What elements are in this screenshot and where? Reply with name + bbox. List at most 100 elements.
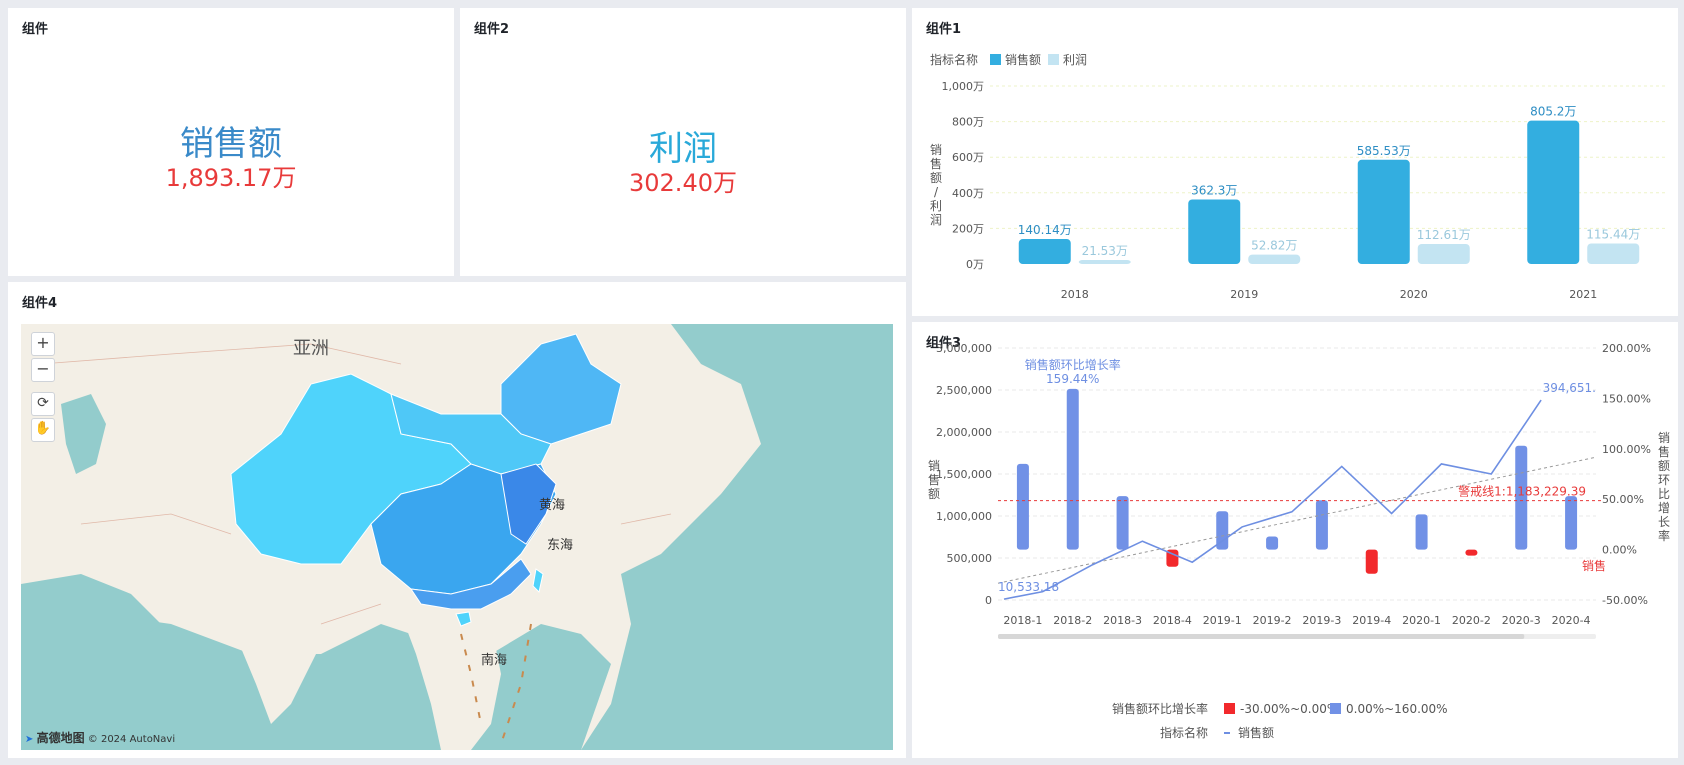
y-left-label-char: 额: [928, 487, 940, 501]
card-title: 组件: [22, 22, 49, 37]
y-right-label-char: 率: [1658, 528, 1670, 543]
growth-bar: [1266, 536, 1279, 550]
y-right-tick-label: 0.00%: [1602, 544, 1637, 557]
x-tick-label: 2020-3: [1502, 614, 1541, 627]
card-title: 组件3: [926, 336, 962, 351]
map-attribution: ➤ 高德地图 © 2024 AutoNavi: [25, 729, 175, 746]
x-tick-label: 2019-4: [1352, 614, 1391, 627]
y-right-label-char: 比: [1658, 487, 1670, 501]
peak-data-label: 159.44%: [1046, 372, 1099, 386]
bar: [1018, 239, 1071, 264]
growth-bar: [1216, 511, 1229, 550]
hainan-island: [455, 611, 472, 627]
y-axis-label-char: 销: [930, 143, 942, 157]
legend-item: -30.00%~0.00%: [1240, 702, 1338, 716]
growth-bar: [1066, 388, 1079, 550]
bar: [1188, 199, 1241, 264]
card-title: 组件2: [474, 22, 510, 37]
data-label: 140.14万: [1018, 223, 1072, 237]
y-left-tick-label: 3,000,000: [936, 342, 992, 355]
y-right-tick-label: 200.00%: [1602, 342, 1651, 355]
combo-chart: 0 500,000 1,000,000 1,500,000 2,000,000 2,500…: [928, 342, 1670, 740]
legend-title: 销售额环比增长率: [1112, 701, 1208, 716]
indochina-landmass: [401, 604, 501, 750]
y-axis-label-char: 售: [930, 156, 942, 171]
legend-metric-title: 指标名称: [1160, 725, 1208, 740]
bar-chart-card: 组件1 指标名称 销售额 利润 0万 200万 400万 600万 800万 1,000万销售额…: [912, 8, 1678, 316]
x-tick-label: 2019-1: [1203, 614, 1242, 627]
y-tick-label: 1,000万: [942, 80, 985, 93]
y-right-tick-label: 50.00%: [1602, 493, 1644, 506]
y-left-tick-label: 2,000,000: [936, 426, 992, 439]
china-east-coast: [500, 463, 557, 545]
growth-bar: [1465, 549, 1478, 556]
y-axis-label-char: /: [934, 185, 939, 199]
x-tick-label: 2020-1: [1402, 614, 1441, 627]
korea-landmass: [581, 444, 621, 524]
y-right-tick-label: 100.00%: [1602, 443, 1651, 456]
growth-bar: [1565, 496, 1578, 550]
zoom-in-button[interactable]: +: [31, 332, 55, 356]
combo-chart-card: 组件3 0 500,000 1,000,000 1,500,000 2,000,000 2…: [912, 322, 1678, 758]
data-label: 52.82万: [1251, 239, 1297, 253]
legend-swatch: [1224, 703, 1235, 714]
bar: [1417, 243, 1470, 264]
x-tick-label: 2021: [1569, 288, 1597, 301]
map-view[interactable]: 亚洲 黄海 东海 南海 + − ⟳ ✋ ➤ 高德地图 © 2024 AutoNa…: [21, 324, 893, 750]
nine-dash-line: [460, 623, 532, 745]
map-card: 组件4 亚洲 黄海 东海 南海 +: [8, 282, 906, 758]
x-tick-label: 2018-4: [1153, 614, 1192, 627]
legend-metric-item: 销售额: [1238, 725, 1274, 740]
y-axis-label-char: 润: [930, 213, 942, 227]
y-tick-label: 800万: [952, 116, 984, 129]
growth-bar: [1415, 514, 1428, 550]
y-tick-label: 600万: [952, 151, 984, 164]
bar: [1078, 260, 1131, 264]
growth-bar: [1365, 549, 1378, 574]
y-right-label-char: 环: [1658, 473, 1670, 487]
x-tick-label: 2019: [1230, 288, 1258, 301]
legend-swatch: [1048, 54, 1059, 65]
trend-line: [997, 456, 1597, 584]
legend-title: 指标名称: [930, 52, 978, 67]
data-label: 805.2万: [1530, 105, 1576, 119]
bay-of-bengal: [21, 574, 161, 654]
growth-bar: [1515, 445, 1528, 550]
growth-bar: [1315, 500, 1328, 550]
line-last-label: 394,651.: [1543, 381, 1596, 395]
sales-line: [1003, 399, 1542, 600]
bar: [1248, 254, 1301, 264]
x-tick-label: 2018-3: [1103, 614, 1142, 627]
pan-hand-icon[interactable]: ✋: [31, 418, 55, 442]
legend-item: 销售额: [1005, 52, 1041, 67]
data-label: 21.53万: [1082, 244, 1128, 258]
y-left-label-char: 售: [928, 472, 940, 487]
zoom-out-button[interactable]: −: [31, 358, 55, 382]
legend-swatch: [990, 54, 1001, 65]
kpi-value: 302.40万: [629, 169, 737, 197]
map-label-south-sea: 南海: [481, 653, 508, 668]
china-south: [409, 558, 532, 610]
bar: [1357, 159, 1410, 264]
bar: [1527, 120, 1580, 264]
legend-item: 利润: [1063, 53, 1087, 67]
amap-logo-icon: ➤: [25, 734, 34, 745]
y-axis-label-char: 利: [930, 199, 942, 213]
y-left-tick-label: 1,000,000: [936, 510, 992, 523]
x-tick-label: 2020-2: [1452, 614, 1491, 627]
map-label-asia: 亚洲: [293, 338, 329, 359]
x-tick-label: 2019-3: [1302, 614, 1341, 627]
caspian-sea: [61, 394, 106, 474]
x-tick-label: 2018-2: [1053, 614, 1092, 627]
data-label: 112.61万: [1417, 228, 1471, 242]
rotate-icon[interactable]: ⟳: [31, 392, 55, 416]
series-name-label: 销售额环比增长率: [1025, 357, 1121, 372]
pacific-ocean: [581, 324, 893, 750]
kpi-label: 利润: [649, 129, 717, 169]
y-right-tick-label: -50.00%: [1602, 594, 1648, 607]
map-label-east-sea: 东海: [547, 538, 574, 553]
kpi-card-profit: 组件2 利润 302.40万: [460, 8, 906, 276]
y-right-label-char: 长: [1658, 515, 1670, 529]
legend-item: 0.00%~160.00%: [1346, 702, 1448, 716]
data-label: 585.53万: [1357, 144, 1411, 158]
